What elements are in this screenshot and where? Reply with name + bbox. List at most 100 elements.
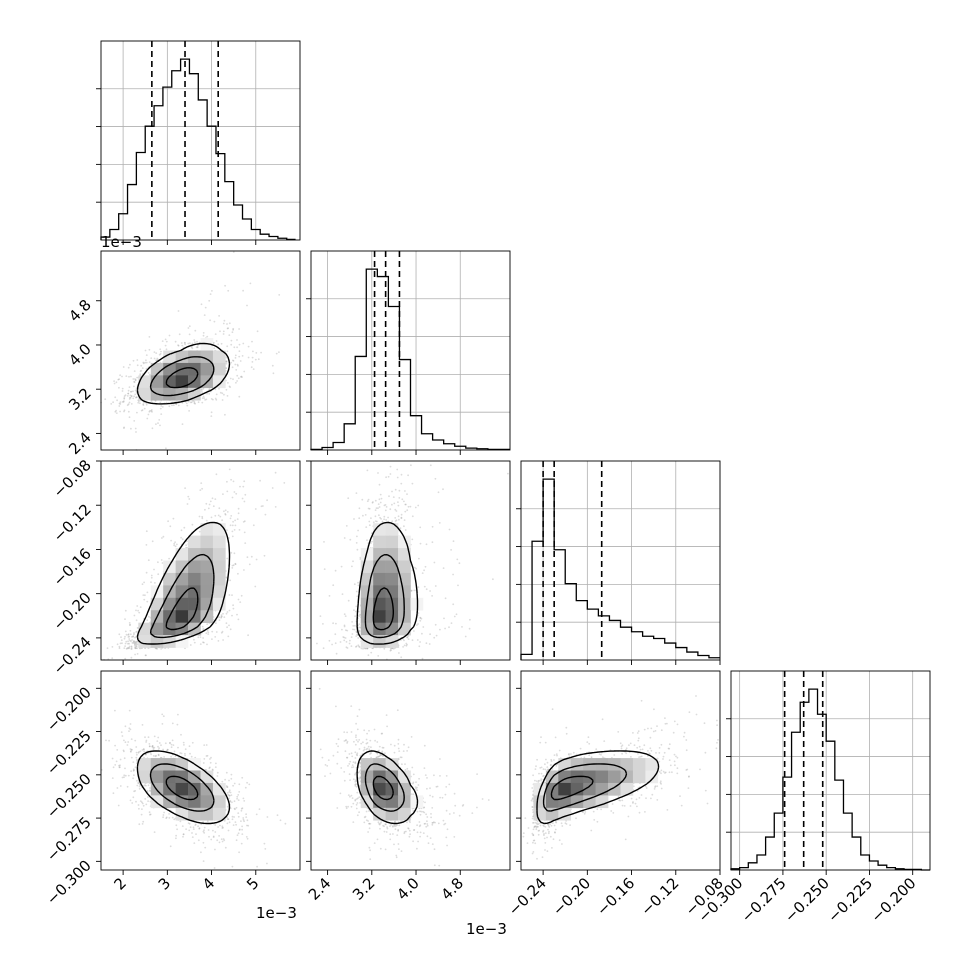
sample-point: [145, 359, 147, 362]
sample-point: [231, 524, 234, 527]
sample-point: [158, 742, 161, 744]
sample-point: [438, 522, 441, 524]
sample-point: [160, 413, 163, 415]
sample-point: [266, 862, 268, 865]
sample-point: [161, 713, 164, 716]
sample-point: [395, 854, 398, 857]
panel-border: [520, 460, 721, 661]
sample-point: [189, 752, 191, 755]
sample-point: [202, 387, 205, 390]
sample-point: [176, 828, 179, 831]
sample-point: [120, 639, 123, 642]
sample-point: [139, 370, 142, 373]
sample-point: [434, 585, 437, 587]
sample-point: [134, 643, 136, 646]
sample-point: [353, 609, 355, 611]
sample-point: [366, 500, 369, 503]
sample-point: [190, 346, 193, 349]
sample-point: [403, 519, 406, 521]
sample-point: [187, 327, 190, 329]
sample-point: [234, 354, 237, 357]
sample-point: [448, 783, 451, 786]
sample-point: [227, 635, 230, 638]
sample-point: [276, 814, 279, 817]
density-cell: [200, 338, 214, 351]
sample-point: [219, 515, 222, 518]
sample-point: [135, 643, 138, 645]
sample-point: [233, 800, 236, 803]
sample-point: [226, 822, 229, 825]
sample-point: [153, 568, 155, 571]
sample-point: [185, 828, 188, 830]
density-cell: [385, 585, 399, 599]
sample-point: [176, 723, 179, 726]
sample-point: [397, 515, 400, 518]
sample-point: [184, 754, 187, 757]
sample-point: [350, 645, 353, 647]
sample-point: [214, 824, 217, 826]
sample-point: [410, 736, 413, 738]
sample-point: [138, 787, 141, 790]
sample-point: [358, 623, 361, 626]
sample-point: [106, 647, 109, 650]
sample-point: [237, 812, 240, 814]
sample-point: [356, 548, 359, 551]
sample-point: [148, 615, 150, 618]
sample-point: [184, 752, 186, 755]
sample-point: [254, 358, 257, 361]
sample-point: [355, 803, 358, 806]
sample-point: [238, 851, 241, 854]
sample-point: [274, 506, 277, 508]
sample-point: [226, 323, 228, 325]
sample-point: [406, 821, 408, 824]
sample-point: [130, 403, 133, 405]
sample-point: [450, 622, 453, 624]
sample-point: [183, 526, 186, 529]
sample-point: [229, 524, 232, 527]
sample-point: [175, 824, 178, 827]
sample-point: [224, 284, 227, 287]
sample-point: [350, 636, 353, 639]
sample-point: [115, 409, 117, 412]
sample-point: [393, 502, 396, 505]
sample-point: [135, 609, 137, 612]
sample-point: [251, 361, 254, 363]
sample-point: [201, 625, 204, 628]
sample-point: [180, 536, 183, 539]
density-cell: [188, 572, 201, 586]
sample-point: [237, 572, 239, 575]
sample-point: [136, 779, 138, 782]
sample-point: [203, 397, 206, 399]
sample-point: [256, 865, 258, 868]
sample-point: [264, 513, 267, 516]
sample-point: [469, 618, 471, 621]
sample-point: [135, 396, 138, 398]
sample-point: [130, 640, 132, 643]
sample-point: [143, 401, 145, 404]
sample-point: [230, 343, 233, 346]
sample-point: [283, 482, 286, 484]
sample-point: [419, 616, 422, 619]
sample-point: [131, 642, 134, 644]
sample-point: [241, 776, 244, 779]
sample-point: [153, 351, 156, 353]
sample-point: [235, 806, 238, 809]
sample-point: [220, 615, 223, 618]
sample-point: [343, 639, 346, 642]
sample-point: [148, 745, 151, 748]
sample-point: [145, 803, 148, 806]
sample-point: [188, 822, 191, 825]
sample-point: [139, 606, 142, 608]
sample-point: [207, 633, 210, 635]
sample-point: [351, 565, 353, 568]
sample-point: [237, 799, 240, 801]
sample-point: [203, 744, 206, 746]
sample-point: [119, 758, 122, 761]
sample-point: [217, 640, 220, 642]
sample-point: [174, 340, 177, 343]
sample-point: [132, 390, 134, 393]
sample-point: [222, 838, 225, 840]
sample-point: [389, 508, 392, 511]
sample-point: [215, 762, 217, 765]
sample-point: [378, 506, 381, 508]
